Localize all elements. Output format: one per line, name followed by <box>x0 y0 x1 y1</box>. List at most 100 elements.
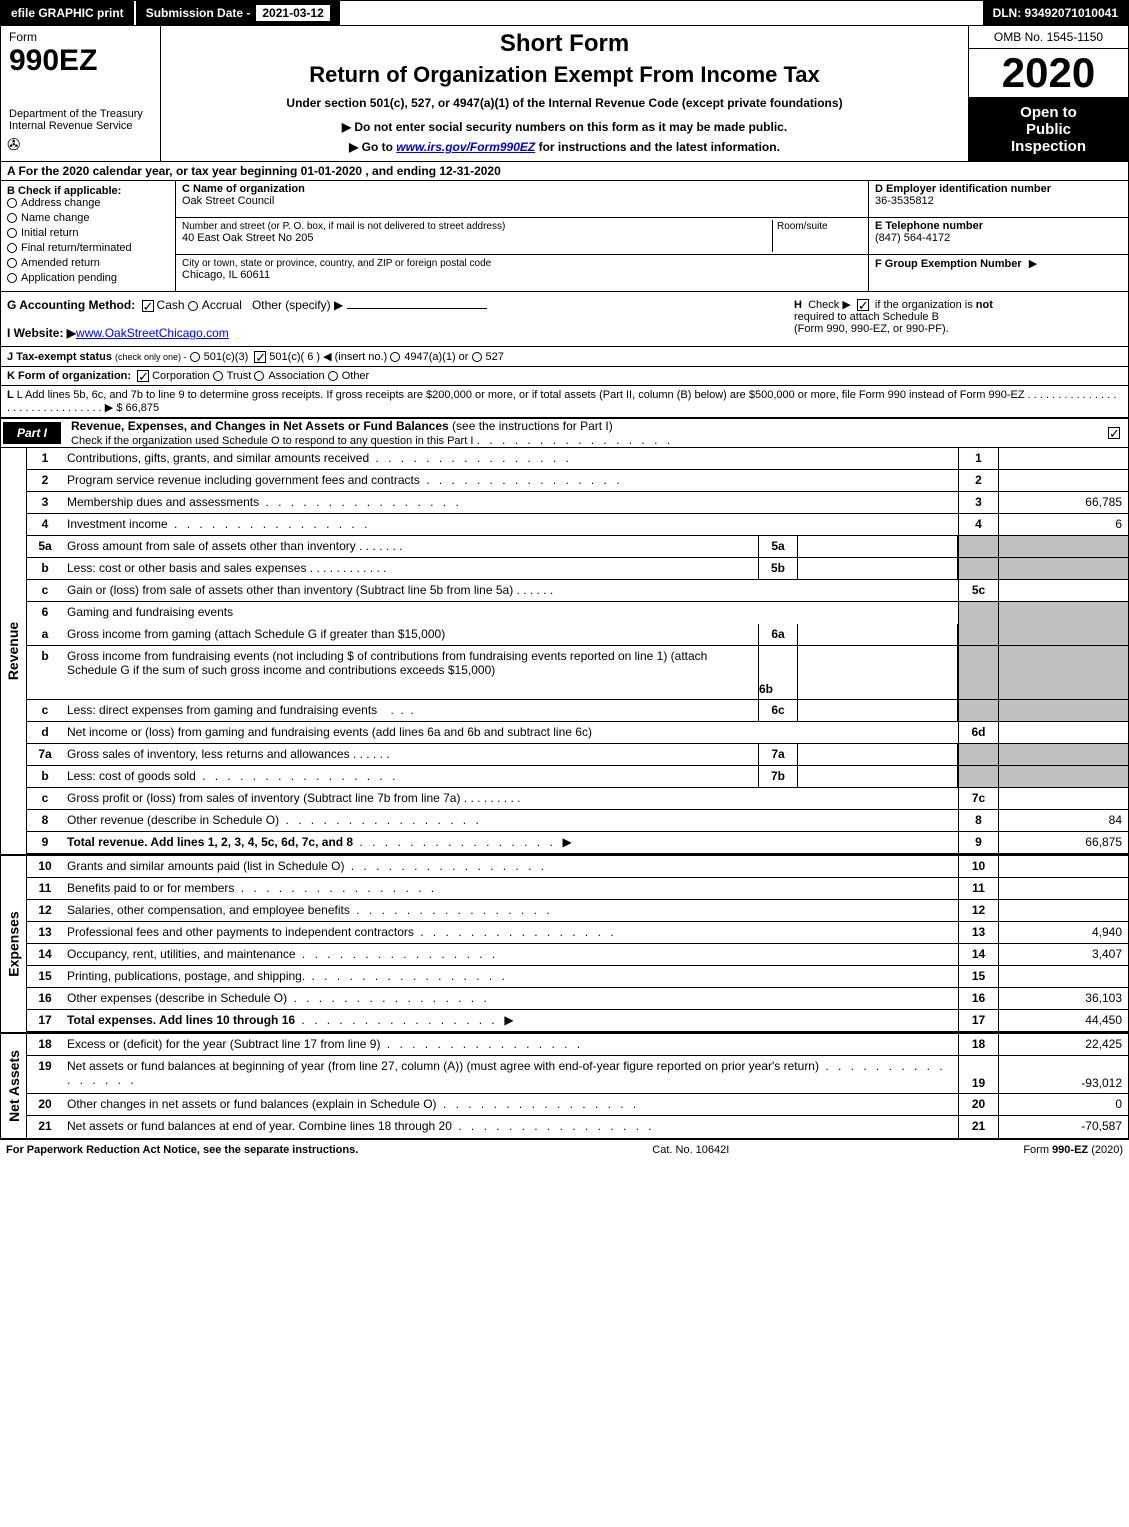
revenue-section: Revenue 1 Contributions, gifts, grants, … <box>0 448 1129 854</box>
line-11-value <box>998 878 1128 899</box>
line-21: 21 Net assets or fund balances at end of… <box>27 1116 1128 1138</box>
line-21-value: -70,587 <box>998 1116 1128 1138</box>
row-d-ein: D Employer identification number 36-3535… <box>869 181 1128 218</box>
open-to-public: Open to Public Inspection <box>969 98 1128 161</box>
line-2: 2 Program service revenue including gove… <box>27 470 1128 492</box>
header-center: Short Form Return of Organization Exempt… <box>161 26 968 161</box>
form-title: Return of Organization Exempt From Incom… <box>169 62 960 88</box>
omb-number: OMB No. 1545-1150 <box>969 26 1128 49</box>
subtitle-3: ▶ Go to www.irs.gov/Form990EZ for instru… <box>169 140 960 154</box>
revenue-side-label: Revenue <box>1 448 27 854</box>
footer-left: For Paperwork Reduction Act Notice, see … <box>6 1144 358 1156</box>
entity-mid: C Name of organization Oak Street Counci… <box>176 181 868 291</box>
line-5c: c Gain or (loss) from sale of assets oth… <box>27 580 1128 602</box>
line-2-value <box>998 470 1128 491</box>
line-18: 18 Excess or (deficit) for the year (Sub… <box>27 1034 1128 1056</box>
tax-year: 2020 <box>969 49 1128 98</box>
check-final-return[interactable] <box>7 243 17 253</box>
gross-receipts-amount: ▶ $ 66,875 <box>105 402 159 414</box>
line-19-value: -93,012 <box>998 1056 1128 1093</box>
line-6a: a Gross income from gaming (attach Sched… <box>27 624 1128 646</box>
line-6: 6 Gaming and fundraising events <box>27 602 1128 624</box>
subtitle-1: Under section 501(c), 527, or 4947(a)(1)… <box>169 96 960 110</box>
phone-value: (847) 564-4172 <box>875 232 950 244</box>
subtitle-2: ▶ Do not enter social security numbers o… <box>169 120 960 134</box>
org-name: Oak Street Council <box>182 195 274 207</box>
part-1-tab: Part I <box>3 422 61 444</box>
line-19: 19 Net assets or fund balances at beginn… <box>27 1056 1128 1094</box>
check-schedule-o[interactable] <box>1108 427 1120 439</box>
row-e-phone: E Telephone number (847) 564-4172 <box>869 218 1128 255</box>
check-corporation[interactable] <box>137 370 149 382</box>
footer-form-ref: Form 990-EZ (2020) <box>1023 1144 1123 1156</box>
line-20: 20 Other changes in net assets or fund b… <box>27 1094 1128 1116</box>
check-527[interactable] <box>472 352 482 362</box>
line-15-value <box>998 966 1128 987</box>
check-other[interactable] <box>328 371 338 381</box>
line-1-value <box>998 448 1128 469</box>
submission-date-label: Submission Date - <box>146 6 251 20</box>
check-initial-return[interactable] <box>7 228 17 238</box>
entity-block: B Check if applicable: Address change Na… <box>0 181 1129 292</box>
line-14: 14 Occupancy, rent, utilities, and maint… <box>27 944 1128 966</box>
line-18-value: 22,425 <box>998 1034 1128 1055</box>
check-501c3[interactable] <box>190 352 200 362</box>
check-trust[interactable] <box>213 371 223 381</box>
header-left: Form 990EZ ✇ Department of the Treasury … <box>1 26 161 161</box>
check-amended-return[interactable] <box>7 258 17 268</box>
line-7c: c Gross profit or (loss) from sales of i… <box>27 788 1128 810</box>
row-g-accounting: G Accounting Method: Cash Accrual Other … <box>1 292 788 346</box>
check-application-pending[interactable] <box>7 273 17 283</box>
check-schedule-b[interactable] <box>857 299 869 311</box>
line-8: 8 Other revenue (describe in Schedule O)… <box>27 810 1128 832</box>
line-6d-value <box>998 722 1128 743</box>
row-city: City or town, state or province, country… <box>176 255 868 291</box>
page-footer: For Paperwork Reduction Act Notice, see … <box>0 1140 1129 1160</box>
net-assets-section: Net Assets 18 Excess or (deficit) for th… <box>0 1032 1129 1140</box>
row-h-schedule-b: H Check ▶ if the organization is not req… <box>788 292 1128 346</box>
check-4947[interactable] <box>390 352 400 362</box>
check-501c[interactable] <box>254 351 266 363</box>
check-name-change[interactable] <box>7 213 17 223</box>
line-17: 17 Total expenses. Add lines 10 through … <box>27 1010 1128 1032</box>
row-a-tax-year: A For the 2020 calendar year, or tax yea… <box>0 162 1129 181</box>
line-10: 10 Grants and similar amounts paid (list… <box>27 856 1128 878</box>
line-6b: b Gross income from fundraising events (… <box>27 646 1128 700</box>
line-5a: 5a Gross amount from sale of assets othe… <box>27 536 1128 558</box>
line-8-value: 84 <box>998 810 1128 831</box>
form-header: Form 990EZ ✇ Department of the Treasury … <box>0 26 1129 162</box>
check-accrual[interactable] <box>188 301 198 311</box>
part-1-title: Revenue, Expenses, and Changes in Net As… <box>63 419 449 433</box>
line-12: 12 Salaries, other compensation, and emp… <box>27 900 1128 922</box>
b-label: B Check if applicable: <box>7 185 121 197</box>
check-association[interactable] <box>254 371 264 381</box>
check-cash[interactable] <box>142 300 154 312</box>
row-c-name: C Name of organization Oak Street Counci… <box>176 181 868 218</box>
row-l-gross-receipts: L L Add lines 5b, 6c, and 7b to line 9 t… <box>0 386 1129 418</box>
expenses-section: Expenses 10 Grants and similar amounts p… <box>0 854 1129 1032</box>
line-6d: d Net income or (loss) from gaming and f… <box>27 722 1128 744</box>
line-7a: 7a Gross sales of inventory, less return… <box>27 744 1128 766</box>
submission-date-value: 2021-03-12 <box>256 5 329 21</box>
line-6c: c Less: direct expenses from gaming and … <box>27 700 1128 722</box>
arrow-icon: ▶ <box>1029 257 1037 270</box>
website-link[interactable]: www.OakStreetChicago.com <box>76 326 229 340</box>
line-9: 9 Total revenue. Add lines 1, 2, 3, 4, 5… <box>27 832 1128 854</box>
dln: DLN: 93492071010041 <box>983 1 1128 25</box>
ein-value: 36-3535812 <box>875 195 934 207</box>
street-address: 40 East Oak Street No 205 <box>182 232 313 244</box>
check-address-change[interactable] <box>7 198 17 208</box>
row-f-group: F Group Exemption Number ▶ <box>869 255 1128 291</box>
line-7b: b Less: cost of goods sold 7b <box>27 766 1128 788</box>
short-form-label: Short Form <box>169 30 960 58</box>
line-10-value <box>998 856 1128 877</box>
line-13: 13 Professional fees and other payments … <box>27 922 1128 944</box>
part-1-check-text: Check if the organization used Schedule … <box>63 435 473 447</box>
line-3-value: 66,785 <box>998 492 1128 513</box>
form-word: Form <box>9 30 152 44</box>
line-7c-value <box>998 788 1128 809</box>
line-5b: b Less: cost or other basis and sales ex… <box>27 558 1128 580</box>
line-20-value: 0 <box>998 1094 1128 1115</box>
efile-print-button[interactable]: efile GRAPHIC print <box>1 1 136 25</box>
irs-link[interactable]: www.irs.gov/Form990EZ <box>396 140 535 154</box>
